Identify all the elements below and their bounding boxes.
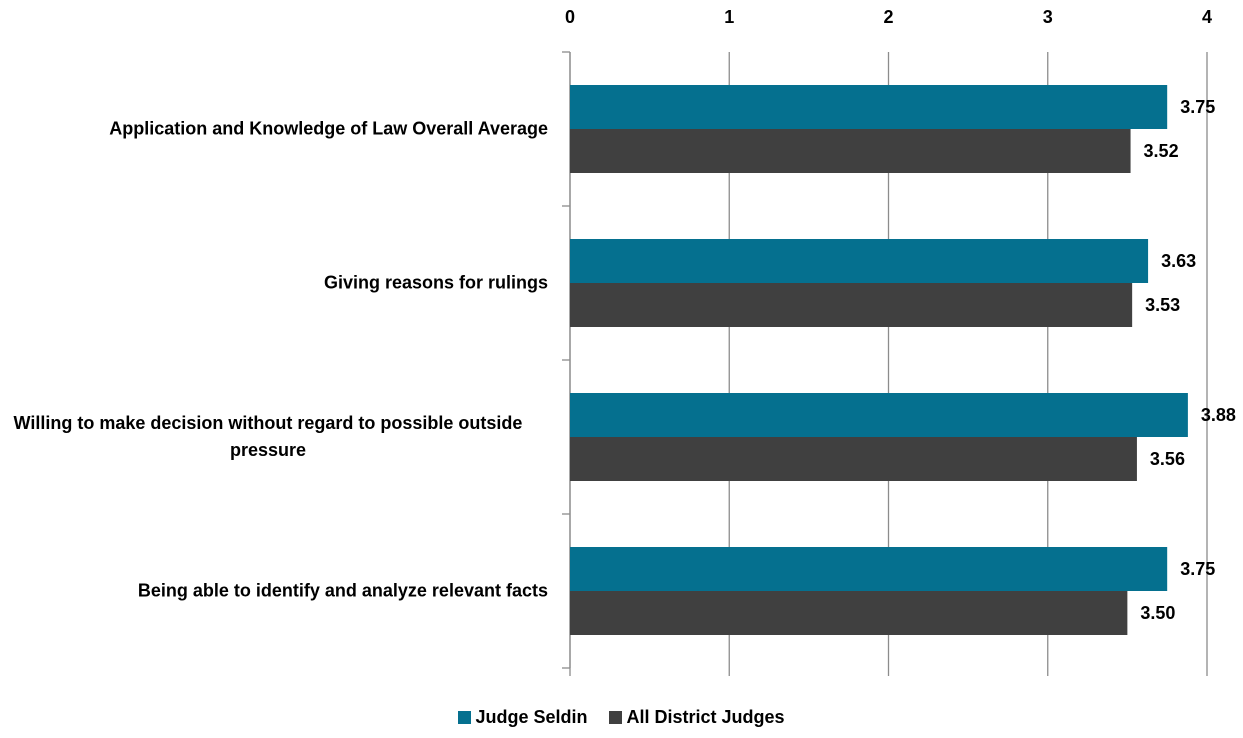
legend-swatch <box>609 711 623 724</box>
category-label: Application and Knowledge of Law Overall… <box>0 116 548 143</box>
category-text: Willing to make decision without regard … <box>13 413 523 460</box>
bar <box>570 591 1128 635</box>
bar <box>570 129 1131 173</box>
bar <box>570 85 1168 129</box>
legend-swatch <box>458 711 472 724</box>
legend: Judge Seldin All District Judges <box>0 707 1243 728</box>
data-label: 3.88 <box>1201 405 1236 425</box>
bar <box>570 393 1188 437</box>
category-label: Willing to make decision without regard … <box>0 410 548 464</box>
bar <box>570 437 1137 481</box>
legend-label: Judge Seldin <box>475 707 588 727</box>
data-label: 3.75 <box>1180 559 1215 579</box>
x-tick-label: 1 <box>724 7 734 27</box>
bar <box>570 283 1133 327</box>
bar <box>570 547 1168 591</box>
data-label: 3.56 <box>1150 449 1185 469</box>
data-label: 3.75 <box>1180 97 1215 117</box>
category-text: Application and Knowledge of Law Overall… <box>109 118 548 139</box>
data-label: 3.52 <box>1144 141 1179 161</box>
category-label: Being able to identify and analyze relev… <box>0 578 548 605</box>
legend-item: All District Judges <box>609 707 785 728</box>
x-tick-label: 4 <box>1202 7 1212 27</box>
x-tick-label: 2 <box>883 7 893 27</box>
bar <box>570 239 1149 283</box>
x-tick-label: 0 <box>565 7 575 27</box>
category-text: Giving reasons for rulings <box>323 272 548 293</box>
category-text: Being able to identify and analyze relev… <box>137 580 548 601</box>
data-label: 3.50 <box>1140 603 1175 623</box>
data-label: 3.63 <box>1161 251 1196 271</box>
legend-item: Judge Seldin <box>458 707 587 728</box>
x-tick-label: 3 <box>1043 7 1053 27</box>
data-label: 3.53 <box>1145 295 1180 315</box>
category-label: Giving reasons for rulings <box>0 270 548 297</box>
legend-label: All District Judges <box>626 707 785 727</box>
